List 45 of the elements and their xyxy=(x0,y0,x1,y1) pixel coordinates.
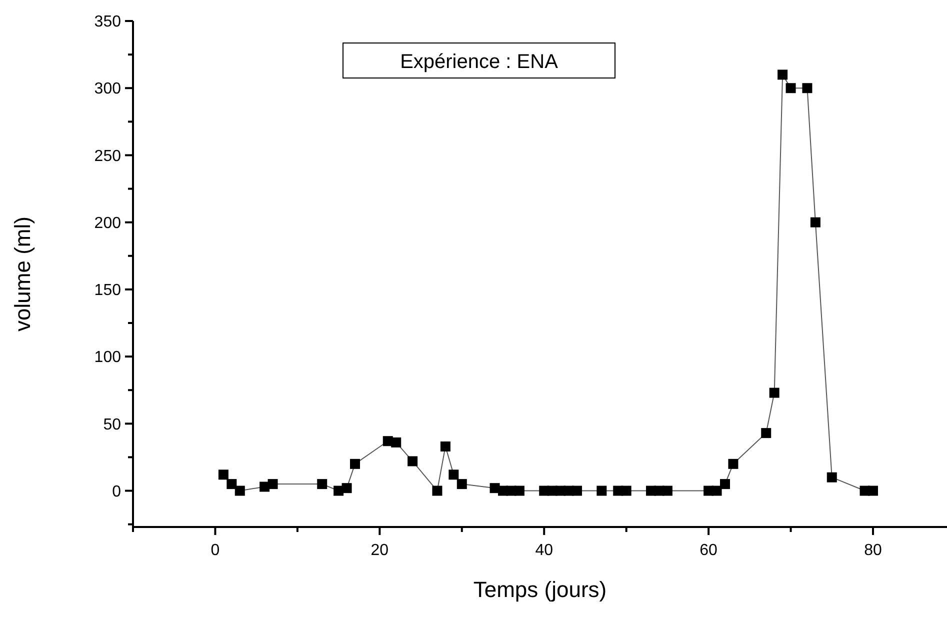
x-tick-label: 80 xyxy=(864,542,882,559)
point xyxy=(810,217,820,228)
y-tick-label: 0 xyxy=(112,483,122,500)
point xyxy=(786,83,796,94)
text: Expérience : ENA xyxy=(400,51,559,73)
point xyxy=(342,483,352,494)
y-axis-title: volume (ml) xyxy=(10,216,35,332)
x-axis-title: Temps (jours) xyxy=(473,577,607,602)
x-tick-label: 0 xyxy=(210,542,220,559)
point xyxy=(720,479,730,490)
x-tick-label: 20 xyxy=(370,542,389,559)
point xyxy=(234,486,245,496)
point xyxy=(408,456,418,466)
y-tick-label: 150 xyxy=(94,282,122,300)
y-tick-label: 250 xyxy=(94,148,122,165)
point xyxy=(761,428,772,438)
point xyxy=(317,479,328,490)
point xyxy=(514,486,524,496)
point xyxy=(350,458,360,469)
point xyxy=(456,479,467,490)
point xyxy=(728,458,738,469)
y-tick-label: 100 xyxy=(94,349,122,366)
point xyxy=(268,479,278,490)
y-tick-label: 350 xyxy=(94,14,122,31)
y-tick-label: 200 xyxy=(94,214,122,232)
point xyxy=(662,486,672,496)
y-tick-label: 50 xyxy=(103,416,122,434)
y-tick-label: 300 xyxy=(94,80,122,98)
point xyxy=(596,486,607,496)
x-tick-label: 40 xyxy=(535,542,554,559)
point xyxy=(448,470,459,480)
point xyxy=(778,70,788,80)
point xyxy=(572,486,582,496)
x-tick-label: 60 xyxy=(700,542,718,559)
point xyxy=(826,472,837,482)
point xyxy=(391,437,402,448)
point xyxy=(440,441,450,452)
point xyxy=(218,470,228,480)
point xyxy=(769,388,780,398)
point xyxy=(432,486,442,496)
point xyxy=(621,486,632,496)
point xyxy=(802,83,812,94)
point xyxy=(868,486,878,496)
point xyxy=(712,486,722,496)
point xyxy=(226,479,237,490)
